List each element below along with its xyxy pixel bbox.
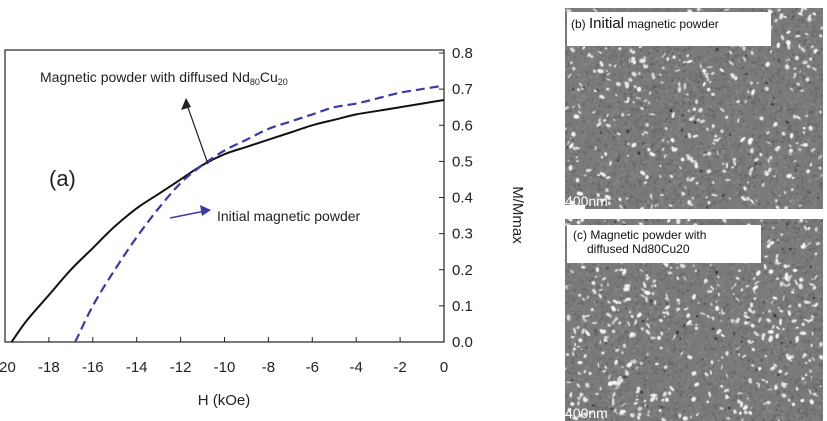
x-tick-label: 0 xyxy=(440,359,448,376)
x-tick-label: -20 xyxy=(0,359,16,376)
y-axis: 0.0 0.1 0.2 0.3 0.4 0.5 0.6 0.7 0.8 xyxy=(439,45,473,351)
y-tick-label: 0.0 xyxy=(452,334,473,351)
panel-label-a: (a) xyxy=(49,166,76,191)
x-tick-label: -16 xyxy=(82,359,104,376)
scale-bar-label: 400nm xyxy=(565,405,608,421)
micrograph-initial-label-big: Initial xyxy=(589,15,625,32)
y-tick-label: 0.7 xyxy=(452,81,473,98)
series-line-initial xyxy=(74,84,445,343)
annotation-diffused-nd: Nd xyxy=(232,69,250,85)
x-axis: -20-18-16-14-12-10-8-6-4-20 xyxy=(0,337,448,376)
annotation-diffused: Magnetic powder with diffused Nd80Cu20 xyxy=(40,69,288,87)
x-tick-label: -4 xyxy=(350,359,363,376)
x-tick-label: -14 xyxy=(126,359,148,376)
micrograph-diffused: (c) Magnetic powder with diffused Nd80Cu… xyxy=(565,219,823,421)
y-axis-title: M/Mmax xyxy=(509,186,526,244)
x-axis-title: H (kOe) xyxy=(198,392,251,409)
x-tick-label: -18 xyxy=(38,359,60,376)
y-tick-label: 0.3 xyxy=(452,226,473,243)
arrow-initial xyxy=(169,205,211,219)
micrograph-diffused-label-line1: (c) Magnetic powder with xyxy=(573,228,707,242)
micrograph-initial-label: (b) Initial magnetic powder xyxy=(567,12,771,46)
scale-bar xyxy=(565,205,585,209)
y-tick-label: 0.5 xyxy=(452,153,473,170)
micrograph-initial-label-rest: magnetic powder xyxy=(624,17,719,31)
micrograph-initial: (b) Initial magnetic powder 400nm xyxy=(565,8,823,209)
x-tick-label: -10 xyxy=(214,359,236,376)
micrograph-diffused-label: (c) Magnetic powder with diffused Nd80Cu… xyxy=(567,225,761,263)
hysteresis-chart: -20-18-16-14-12-10-8-6-4-20 0.00.10.20.3… xyxy=(0,45,526,409)
annotation-diffused-sub1: 80 xyxy=(250,77,260,87)
x-tick-label: -6 xyxy=(306,359,319,376)
y-tick-label: 0.4 xyxy=(452,190,473,207)
arrow-diffused xyxy=(181,98,209,165)
series-layer xyxy=(10,84,445,343)
annotation-initial: Initial magnetic powder xyxy=(217,208,361,224)
plot-frame xyxy=(4,49,445,343)
x-tick-label: -12 xyxy=(170,359,192,376)
y-tick-label: 0.1 xyxy=(452,298,473,315)
x-tick-label: -8 xyxy=(262,359,275,376)
micrograph-initial-label-prefix: (b) xyxy=(571,17,589,31)
x-tick-label: -2 xyxy=(393,359,406,376)
micrograph-diffused-label-line2: diffused Nd80Cu20 xyxy=(587,242,690,256)
annotation-diffused-text: Magnetic powder with diffused xyxy=(40,69,232,85)
y-tick-label: 0.8 xyxy=(452,45,473,62)
annotation-diffused-cu: Cu xyxy=(260,69,278,85)
y-tick-label: 0.2 xyxy=(452,262,473,279)
annotation-diffused-sub2: 20 xyxy=(278,77,288,87)
y-tick-label: 0.6 xyxy=(452,117,473,134)
series-line-diffused xyxy=(10,99,445,343)
